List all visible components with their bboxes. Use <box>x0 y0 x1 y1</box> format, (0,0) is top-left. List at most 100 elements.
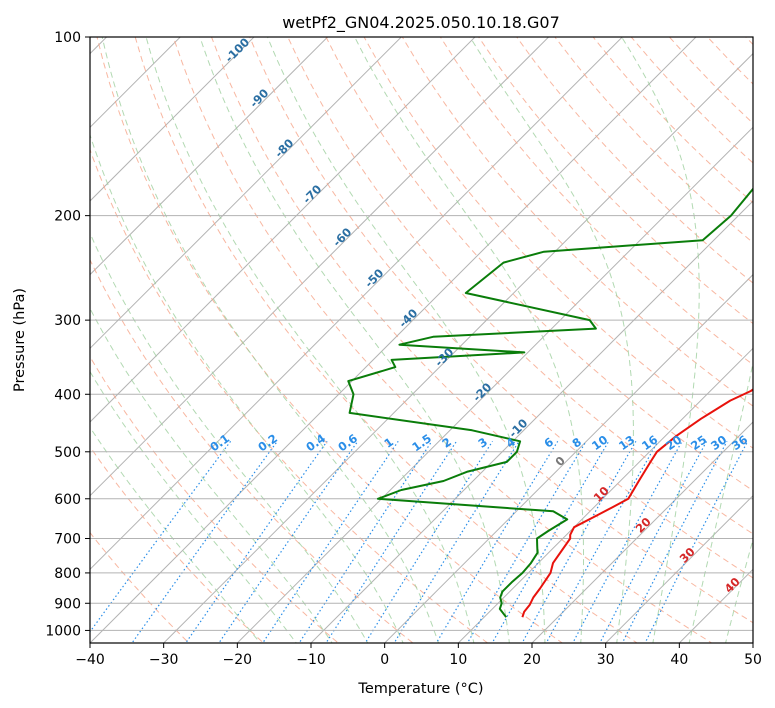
moist-adiabat-line <box>90 133 404 643</box>
isotherm-line <box>752 642 753 643</box>
y-tick-label: 800 <box>54 566 81 582</box>
isotherm-label: -100 <box>222 35 252 65</box>
isotherm-line <box>383 273 753 643</box>
mixing-ratio-line <box>218 440 359 643</box>
y-tick-label: 900 <box>54 596 81 612</box>
dry-adiabat-line <box>90 148 489 643</box>
x-tick-label: −30 <box>149 652 179 668</box>
mixing-ratio-line <box>90 440 232 633</box>
moist-adiabat-line <box>688 361 753 643</box>
mixing-ratio-line <box>262 440 399 643</box>
y-axis-label: Pressure (hPa) <box>12 288 28 392</box>
isotherm-line <box>236 126 753 643</box>
moist-adiabat-line <box>266 37 546 643</box>
moist-adiabat-line <box>145 37 475 643</box>
isotherm-line <box>90 37 403 350</box>
x-tick-label: 10 <box>449 652 467 668</box>
moist-adiabat-line <box>469 37 634 643</box>
x-axis-label: Temperature (°C) <box>357 681 483 697</box>
moist-adiabat-line <box>90 307 333 643</box>
isotherm-label: -20 <box>470 380 495 405</box>
profile-series <box>347 187 753 618</box>
dry-adiabat-line <box>210 37 753 624</box>
mixing-ratio-line <box>621 441 728 643</box>
mixing-ratio-label: 1.5 <box>409 431 434 454</box>
isotherm-line <box>90 37 697 643</box>
mixing-ratio-lines <box>90 440 749 643</box>
moist-adiabat-line <box>90 370 297 643</box>
dry-adiabats <box>90 10 775 655</box>
isotherm-line <box>310 200 753 643</box>
dry-adiabat-line <box>439 37 753 366</box>
isotherm-line <box>604 494 753 643</box>
moist-adiabat-line <box>725 537 753 643</box>
dry-adiabat-line <box>134 37 638 643</box>
y-tick-label: 300 <box>54 313 81 329</box>
mixing-ratio-line <box>364 440 494 643</box>
moist-adiabat-label: 10 <box>591 484 612 505</box>
isotherm-line <box>457 347 753 643</box>
isotherm-line <box>90 37 182 129</box>
skewed-isotherm-grid <box>0 10 753 655</box>
mixing-ratio-line <box>572 441 683 643</box>
dry-adiabat-line <box>758 10 775 655</box>
dry-adiabat-line <box>90 445 265 643</box>
mixing-ratio-label: 13 <box>616 432 637 453</box>
y-tick-label: 100 <box>54 30 81 46</box>
isotherm-label: -70 <box>300 182 325 207</box>
moist-adiabat-line <box>101 37 440 643</box>
x-tick-label: 50 <box>744 652 762 668</box>
mixing-ratio-line <box>599 441 708 643</box>
mixing-ratio-line <box>466 440 587 643</box>
mixing-ratio-label: 8 <box>569 435 584 451</box>
x-tick-label: 20 <box>523 652 541 668</box>
mixing-ratio-label: 30 <box>708 432 729 453</box>
dry-adiabat-line <box>706 37 753 85</box>
isotherm-line <box>531 421 753 643</box>
axes: −40 −30 −20 −10 0 10 20 30 40 5010020030040050060… <box>45 30 762 668</box>
x-tick-label: −40 <box>75 652 105 668</box>
moist-adiabat-label: 20 <box>633 515 654 536</box>
y-tick-label: 200 <box>54 209 81 225</box>
dry-adiabat-line <box>325 37 753 492</box>
dry-adiabat-line <box>90 355 339 643</box>
y-tick-label: 1000 <box>45 623 81 639</box>
dry-adiabat-line <box>90 258 414 643</box>
moist-adiabat-label: 30 <box>677 545 698 566</box>
mixing-ratio-line <box>131 440 278 643</box>
pressure-gridlines <box>90 37 753 631</box>
dry-adiabat-line <box>172 37 713 643</box>
dry-adiabat-line <box>363 37 753 449</box>
moist-adiabat-line <box>90 231 369 643</box>
mixing-ratio-line <box>298 440 433 643</box>
x-tick-label: −10 <box>296 652 326 668</box>
x-tick-label: 0 <box>380 652 389 668</box>
moist-adiabats <box>90 37 753 643</box>
mixing-ratio-label: 25 <box>688 432 709 453</box>
moist-adiabat-line <box>90 426 261 643</box>
dry-adiabat-line <box>90 531 190 643</box>
dry-adiabat-line <box>249 37 753 579</box>
isotherm-label: -60 <box>330 225 355 250</box>
isotherm-label: -50 <box>362 266 387 291</box>
isotherm-line <box>0 10 60 655</box>
mixing-ratio-label: 0.1 <box>207 431 232 454</box>
mixing-ratio-label: 16 <box>639 432 660 453</box>
y-tick-label: 600 <box>54 492 81 508</box>
mixing-ratio-line <box>435 440 559 643</box>
mixing-ratio-line <box>521 440 637 643</box>
moist-adiabat-label: 0 <box>552 453 568 469</box>
isotherm-line <box>90 37 624 571</box>
moist-adiabat-line <box>354 37 584 643</box>
mixing-ratio-line <box>491 440 610 643</box>
x-tick-label: 40 <box>670 652 688 668</box>
y-tick-label: 500 <box>54 445 81 461</box>
isotherm-line <box>90 37 255 202</box>
dry-adiabat-line <box>96 37 564 643</box>
isotherm-label: -40 <box>396 306 421 331</box>
y-tick-label: 700 <box>54 532 81 548</box>
dry-adiabat-line <box>516 37 753 284</box>
isotherm-line <box>90 37 476 423</box>
mixing-ratio-line <box>325 440 458 643</box>
